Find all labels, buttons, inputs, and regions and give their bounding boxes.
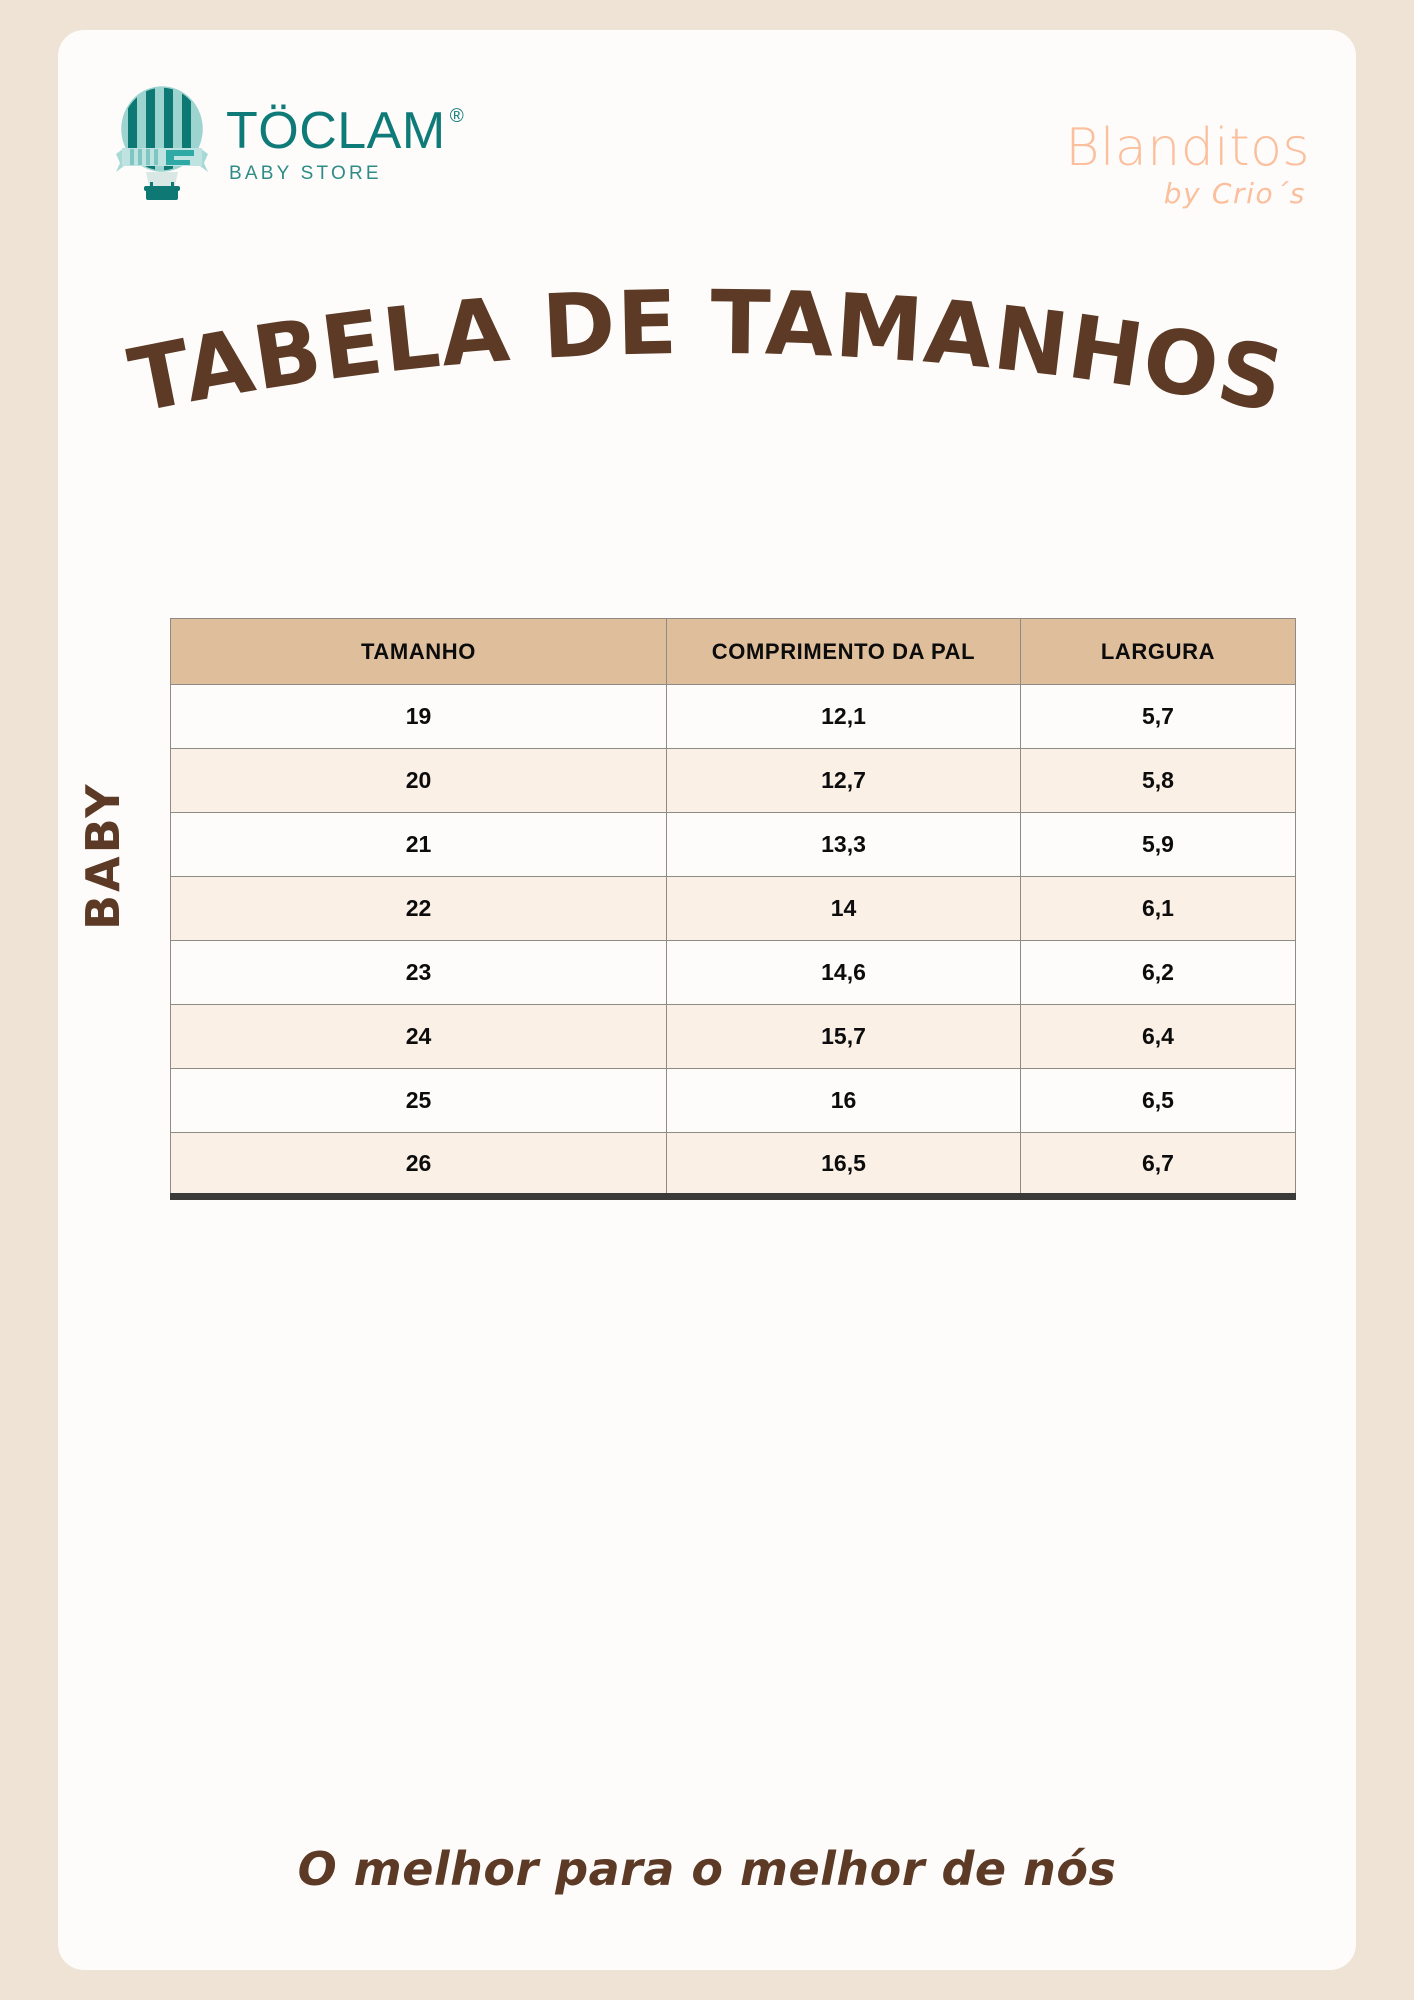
column-header-tamanho: TAMANHO [170, 618, 667, 685]
side-label-baby: BABY [76, 781, 130, 930]
cell-largura: 5,8 [1020, 748, 1296, 813]
table-row: 25 16 6,5 [170, 1068, 1296, 1133]
cell-tamanho: 24 [170, 1004, 667, 1069]
cell-tamanho: 23 [170, 940, 667, 1005]
table-row: 22 14 6,1 [170, 876, 1296, 941]
page-title-arc: TABELA DE TAMANHOS [121, 271, 1291, 433]
cell-comprimento: 14,6 [666, 940, 1021, 1005]
size-chart-card: TÖCLAM ® BABY STORE Blanditos by Crio´s … [58, 30, 1356, 1970]
header: TÖCLAM ® BABY STORE Blanditos by Crio´s [58, 30, 1356, 230]
page-title-text: TABELA DE TAMANHOS [121, 271, 1292, 433]
table-row: 26 16,5 6,7 [170, 1132, 1296, 1197]
cell-largura: 6,1 [1020, 876, 1296, 941]
table-header-row: TAMANHO COMPRIMENTO DA PAL LARGURA [170, 618, 1296, 685]
table-row: 21 13,3 5,9 [170, 812, 1296, 877]
cell-comprimento: 16,5 [666, 1132, 1021, 1197]
brand-name: TÖCLAM [226, 102, 446, 160]
table-row: 20 12,7 5,8 [170, 748, 1296, 813]
cell-largura: 6,7 [1020, 1132, 1296, 1197]
hot-air-balloon-icon [116, 86, 208, 200]
cell-largura: 6,5 [1020, 1068, 1296, 1133]
cell-tamanho: 21 [170, 812, 667, 877]
size-table: TAMANHO COMPRIMENTO DA PAL LARGURA 19 12,… [170, 618, 1296, 1200]
column-header-largura: LARGURA [1020, 618, 1296, 685]
table-row: 23 14,6 6,2 [170, 940, 1296, 1005]
cell-tamanho: 26 [170, 1132, 667, 1197]
toclam-brand-lockup: TÖCLAM ® BABY STORE [110, 82, 464, 202]
cell-tamanho: 22 [170, 876, 667, 941]
cell-comprimento: 12,7 [666, 748, 1021, 813]
cell-tamanho: 20 [170, 748, 667, 813]
blanditos-byline: by Crio´s [1163, 177, 1306, 211]
size-table-container: TAMANHO COMPRIMENTO DA PAL LARGURA 19 12,… [170, 618, 1296, 1200]
cell-largura: 6,2 [1020, 940, 1296, 1005]
cell-comprimento: 14 [666, 876, 1021, 941]
footer-tagline: O melhor para o melhor de nós [297, 1842, 1117, 1896]
table-body: 19 12,1 5,7 20 12,7 5,8 21 13,3 5,9 22 14 6,1 23 14,6… [170, 684, 1296, 1197]
brand-subtitle: BABY STORE [229, 163, 382, 184]
cell-tamanho: 25 [170, 1068, 667, 1133]
cell-comprimento: 13,3 [666, 812, 1021, 877]
page-title: TABELA DE TAMANHOS [58, 271, 1356, 433]
table-row: 24 15,7 6,4 [170, 1004, 1296, 1069]
blanditos-name: Blanditos [1065, 118, 1310, 178]
column-header-comprimento: COMPRIMENTO DA PAL [666, 618, 1021, 685]
cell-largura: 6,4 [1020, 1004, 1296, 1069]
cell-tamanho: 19 [170, 684, 667, 749]
registered-trademark-icon: ® [449, 106, 464, 127]
blanditos-brand-lockup: Blanditos by Crio´s [1065, 118, 1310, 211]
cell-comprimento: 16 [666, 1068, 1021, 1133]
table-row: 19 12,1 5,7 [170, 684, 1296, 749]
cell-comprimento: 15,7 [666, 1004, 1021, 1069]
cell-largura: 5,7 [1020, 684, 1296, 749]
cell-comprimento: 12,1 [666, 684, 1021, 749]
toclam-wordmark: TÖCLAM ® BABY STORE [226, 99, 464, 185]
cell-largura: 5,9 [1020, 812, 1296, 877]
